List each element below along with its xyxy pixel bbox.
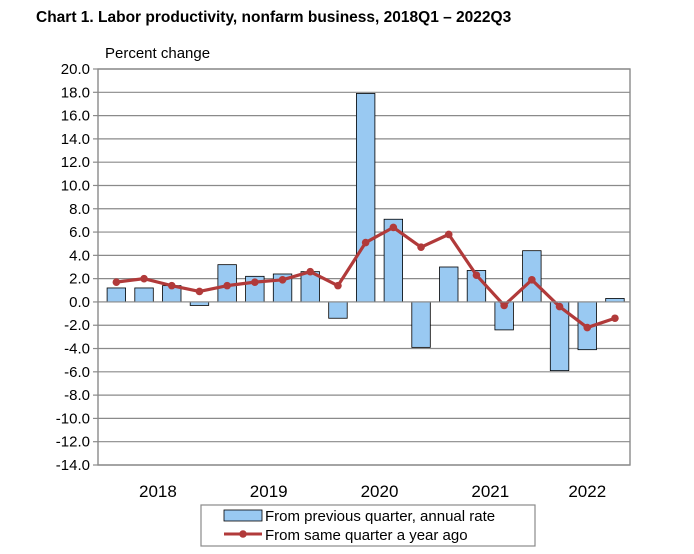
y-tick-label: 6.0: [69, 224, 90, 241]
point-2020Q4: [417, 243, 425, 251]
chart-title: Chart 1. Labor productivity, nonfarm bus…: [36, 9, 512, 26]
y-tick-label: 8.0: [69, 201, 90, 218]
legend-bar-swatch: [223, 509, 263, 522]
year-label-2021: 2021: [471, 482, 509, 501]
point-2020Q2: [361, 238, 370, 247]
axes: [97, 68, 631, 466]
x-year-labels: 2018 2019 2020 2021 2022: [139, 482, 606, 501]
legend: From previous quarter, annual rate From …: [200, 504, 536, 547]
bar-2020Q4: [411, 301, 431, 348]
y-tick-label: 12.0: [61, 154, 90, 171]
y-tick-label: 10.0: [61, 177, 90, 194]
y-tick-label: 0.0: [69, 294, 90, 311]
y-tick-label: 20.0: [61, 61, 90, 78]
y-axis-label: Percent change: [105, 45, 210, 62]
point-2019Q4: [306, 267, 315, 276]
point-2022Q3: [611, 314, 619, 323]
y-tick-label: 4.0: [69, 247, 90, 264]
y-tick-label: 18.0: [61, 84, 90, 101]
point-2019Q2: [251, 278, 259, 286]
y-tick-label: -2.0: [64, 317, 90, 334]
legend-bar-label: From previous quarter, annual rate: [265, 508, 495, 525]
y-tick-label: 2.0: [69, 271, 90, 288]
bar-2018Q2: [134, 287, 154, 303]
y-tick-label: -6.0: [64, 364, 90, 381]
y-tick-label: 14.0: [61, 131, 90, 148]
year-label-2019: 2019: [250, 482, 288, 501]
bar-2020Q1: [328, 301, 348, 319]
point-2019Q1: [223, 281, 231, 290]
point-2018Q4: [195, 287, 204, 296]
year-label-2018: 2018: [139, 482, 177, 501]
point-2021Q1: [444, 230, 453, 239]
point-2022Q2: [583, 323, 592, 332]
bar-2021Q1: [439, 266, 459, 303]
point-2021Q3: [500, 301, 508, 310]
y-tick-labels: 20.0 18.0 16.0 14.0 12.0 10.0 8.0 6.0 4.0 2.0 0.0 -…: [56, 61, 90, 474]
y-tick-label: -14.0: [56, 457, 90, 474]
y-tick-label: -12.0: [56, 434, 90, 451]
point-2018Q1: [112, 278, 121, 286]
year-label-2022: 2022: [568, 482, 606, 501]
y-tick-label: -10.0: [56, 410, 90, 427]
bar-2020Q2: [355, 93, 376, 303]
y-tick-label: -8.0: [64, 387, 90, 404]
y-tick-label: -4.0: [64, 341, 90, 358]
point-2019Q3: [278, 276, 287, 284]
y-tick-label: 16.0: [61, 108, 90, 125]
bar-2018Q1: [106, 287, 126, 303]
point-2022Q1: [555, 302, 564, 311]
point-2021Q2: [472, 271, 481, 279]
line-series: [112, 223, 619, 332]
point-2020Q3: [389, 223, 398, 232]
point-2021Q4: [528, 276, 536, 284]
plot-frame: [97, 68, 631, 466]
point-2018Q3: [167, 281, 176, 290]
point-2018Q2: [140, 274, 148, 283]
point-2020Q1: [334, 281, 342, 290]
legend-line-label: From same quarter a year ago: [265, 527, 468, 544]
year-label-2020: 2020: [361, 482, 399, 501]
legend-line-marker: [239, 530, 247, 538]
